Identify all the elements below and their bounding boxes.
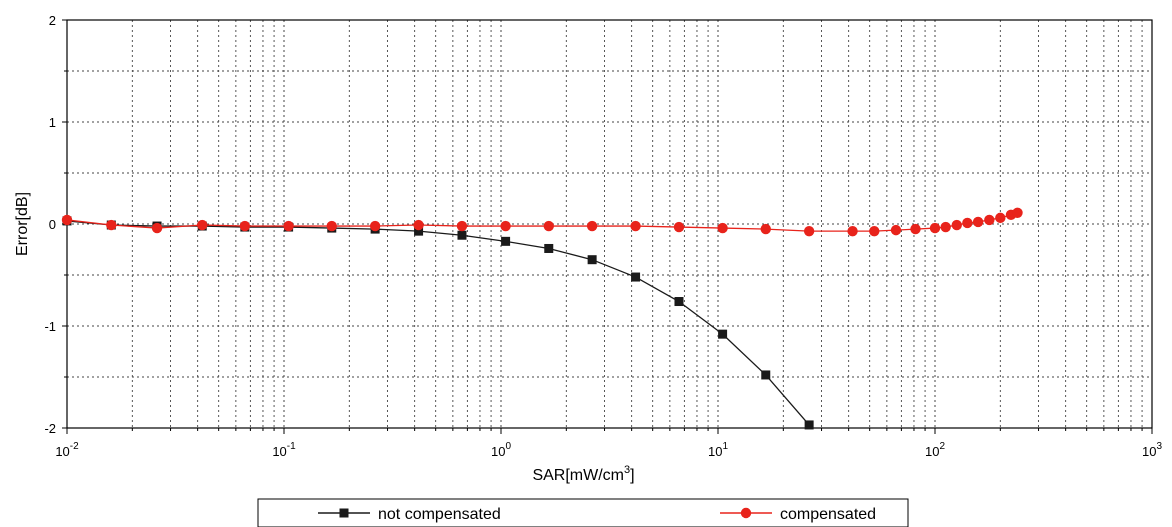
data-point: [106, 220, 116, 230]
y-axis-title: Error[dB]: [14, 192, 31, 256]
x-tick-label: 100: [491, 441, 511, 459]
data-point: [152, 223, 162, 233]
data-point: [544, 244, 553, 253]
x-tick-label: 103: [1142, 441, 1162, 459]
data-point: [588, 255, 597, 264]
data-point: [717, 223, 727, 233]
data-point: [718, 330, 727, 339]
data-point: [283, 221, 293, 231]
data-point: [847, 226, 857, 236]
y-tick-label: 0: [49, 217, 56, 232]
data-point: [804, 226, 814, 236]
data-point: [457, 231, 466, 240]
legend-marker: [741, 508, 751, 518]
legend-label: not compensated: [378, 506, 501, 523]
x-axis-title: SAR[mW/cm3]: [532, 464, 634, 484]
data-point: [240, 221, 250, 231]
series-layer: [62, 208, 1023, 430]
y-tick-label: 2: [49, 13, 56, 28]
data-point: [630, 221, 640, 231]
data-point: [761, 224, 771, 234]
data-point: [631, 273, 640, 282]
data-point: [674, 297, 683, 306]
x-axis: 10-2 10-1 100 101 102 103: [55, 428, 1162, 459]
data-point: [457, 221, 467, 231]
data-point: [962, 218, 972, 228]
data-point: [952, 220, 962, 230]
data-point: [805, 420, 814, 429]
data-point: [501, 237, 510, 246]
series-1: [62, 208, 1023, 237]
data-point: [1012, 208, 1022, 218]
y-tick-label: -2: [44, 421, 56, 436]
data-point: [500, 221, 510, 231]
data-point: [995, 213, 1005, 223]
legend: not compensated compensated: [258, 499, 908, 527]
data-point: [973, 217, 983, 227]
data-point: [869, 226, 879, 236]
data-point: [984, 215, 994, 225]
x-tick-label: 102: [925, 441, 945, 459]
x-tick-label: 101: [708, 441, 728, 459]
x-tick-label: 10-1: [272, 441, 296, 459]
data-point: [930, 223, 940, 233]
data-point: [940, 222, 950, 232]
series-line: [67, 221, 809, 425]
legend-label: compensated: [780, 506, 876, 523]
x-axis-title-end: ]: [630, 467, 634, 484]
data-point: [910, 224, 920, 234]
x-axis-title-main: SAR[mW/cm: [532, 467, 624, 484]
data-point: [327, 221, 337, 231]
data-point: [891, 225, 901, 235]
data-point: [197, 220, 207, 230]
data-point: [370, 221, 380, 231]
x-tick-label: 10-2: [55, 441, 79, 459]
data-point: [62, 215, 72, 225]
y-tick-label: -1: [44, 319, 56, 334]
series-0: [63, 216, 814, 429]
data-point: [413, 220, 423, 230]
legend-marker: [340, 509, 349, 518]
data-point: [761, 370, 770, 379]
data-point: [674, 222, 684, 232]
y-tick-label: 1: [49, 115, 56, 130]
data-point: [587, 221, 597, 231]
data-point: [544, 221, 554, 231]
